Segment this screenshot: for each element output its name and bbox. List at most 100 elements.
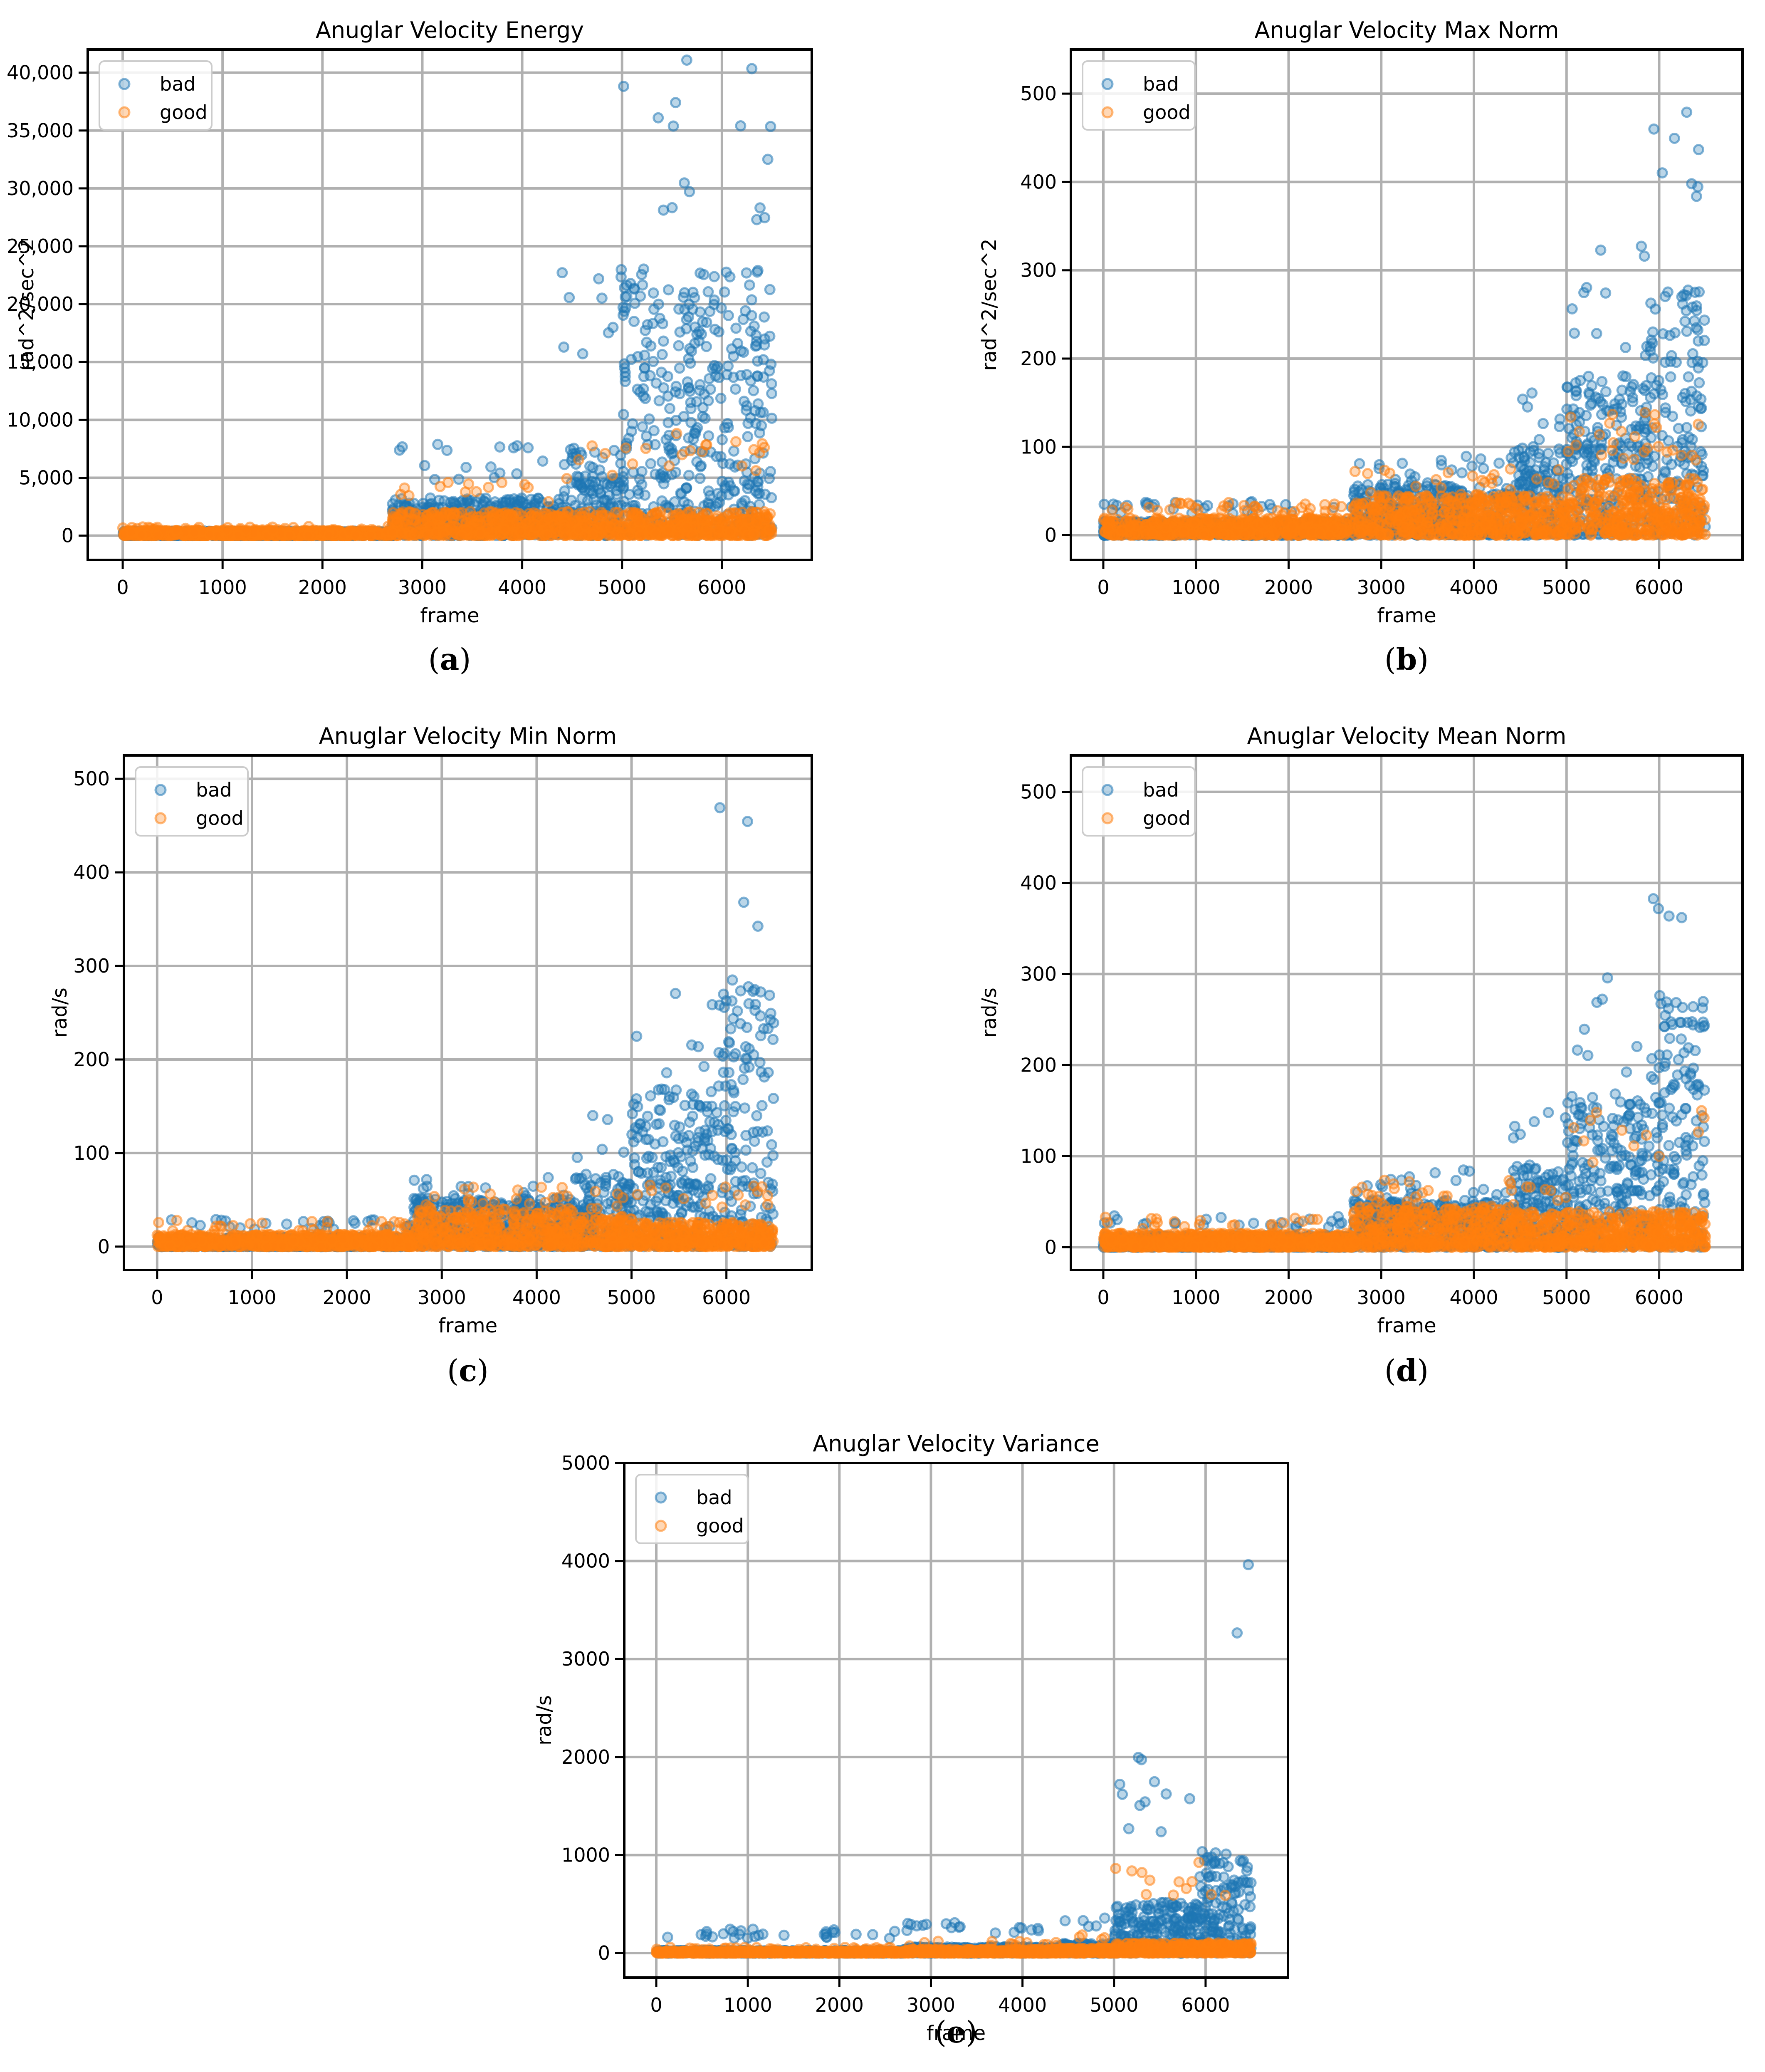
- scatter-point-bad: [736, 498, 747, 509]
- scatter-point-good: [417, 515, 429, 527]
- scatter-point-good: [662, 524, 674, 536]
- scatter-point-bad: [728, 485, 739, 497]
- scatter-point-bad: [735, 120, 747, 131]
- scatter-point-bad: [587, 471, 598, 483]
- scatter-point-bad: [660, 434, 672, 446]
- scatter-point-good: [671, 428, 682, 439]
- scatter-point-bad: [658, 335, 669, 347]
- scatter-point-bad: [639, 349, 650, 361]
- scatter-point-good: [391, 517, 403, 528]
- scatter-point-bad: [689, 292, 700, 303]
- scatter-point-bad: [680, 483, 692, 494]
- scatter-point-bad: [653, 395, 665, 406]
- scatter-point-good: [302, 530, 314, 541]
- y-tick-label: 40,000: [7, 62, 74, 84]
- scatter-point-bad: [752, 265, 764, 276]
- scatter-point-good: [563, 507, 574, 518]
- scatter-point-bad: [556, 267, 568, 279]
- scatter-point-bad: [746, 294, 757, 306]
- scatter-point-bad: [745, 325, 756, 337]
- scatter-point-bad: [685, 397, 697, 408]
- scatter-point-bad: [559, 485, 571, 497]
- scatter-point-bad: [741, 267, 752, 279]
- scatter-point-bad: [728, 350, 739, 362]
- scatter-point-bad: [678, 177, 690, 189]
- scatter-point-bad: [670, 466, 682, 478]
- scatter-point-bad: [632, 384, 643, 395]
- scatter-point-bad: [433, 495, 445, 506]
- scatter-point-bad: [508, 442, 519, 453]
- scatter-point-bad: [593, 273, 605, 285]
- scatter-point-good: [599, 448, 611, 459]
- scatter-point-bad: [628, 282, 640, 294]
- scatter-point-bad: [680, 323, 692, 334]
- scatter-point-good: [387, 527, 398, 538]
- scatter-point-bad: [419, 460, 430, 471]
- scatter-point-bad: [695, 306, 706, 318]
- scatter-point-good: [522, 482, 534, 493]
- legend-marker-bad: [118, 78, 131, 90]
- scatter-point-good: [434, 480, 446, 492]
- scatter-point-bad: [648, 287, 659, 299]
- scatter-point-good: [713, 524, 724, 535]
- scatter-point-bad: [636, 269, 648, 280]
- scatter-point-good: [764, 524, 775, 536]
- scatter-point-good: [724, 507, 736, 519]
- scatter-point-bad: [759, 311, 770, 323]
- scatter-point-bad: [749, 405, 761, 416]
- scatter-point-bad: [683, 311, 695, 323]
- scatter-point-bad: [648, 303, 660, 315]
- subfigure-caption: (a): [428, 641, 471, 677]
- x-tick-label: 3000: [398, 576, 447, 599]
- y-tick-label: 0: [62, 525, 74, 547]
- scatter-point-bad: [742, 431, 754, 443]
- scatter-point-bad: [453, 473, 465, 485]
- scatter-point-good: [483, 481, 494, 493]
- scatter-point-bad: [643, 413, 655, 425]
- scatter-point-good: [240, 525, 252, 537]
- scatter-point-good: [323, 530, 335, 541]
- scatter-point-bad: [1409, 471, 1421, 483]
- scatter-point-bad: [559, 459, 570, 470]
- scatter-point-good: [151, 530, 163, 541]
- scatter-point-good: [457, 515, 468, 527]
- scatter-point-good: [748, 528, 759, 540]
- scatter-point-bad: [750, 340, 761, 352]
- scatter-point-bad: [607, 322, 619, 333]
- scatter-point-good: [750, 465, 762, 477]
- scatter-point-good: [742, 514, 754, 526]
- chart-a: 0 1000 2000 3000 4000 5000 600005,00010,00015,…: [7, 17, 813, 677]
- scatter-point-bad: [678, 411, 690, 422]
- scatter-point-good: [221, 525, 232, 536]
- y-tick-label: 5,000: [19, 466, 74, 489]
- scatter-point-bad: [648, 356, 659, 367]
- scatter-point-good: [573, 454, 585, 465]
- scatter-point-good: [618, 522, 630, 534]
- scatter-point-good: [204, 529, 216, 540]
- scatter-point-good: [471, 486, 482, 498]
- scatter-point-bad: [587, 488, 599, 499]
- scatter-point-bad: [766, 378, 777, 390]
- scatter-point-bad: [615, 271, 627, 283]
- caption-letter: a: [440, 641, 460, 677]
- scatter-point-good: [736, 460, 748, 472]
- scatter-point-good: [687, 529, 699, 541]
- scatter-point-bad: [628, 316, 640, 327]
- scatter-point-bad: [752, 355, 764, 367]
- scatter-point-bad: [667, 120, 679, 132]
- scatter-point-bad: [558, 341, 570, 353]
- scatter-point-bad: [765, 121, 776, 132]
- scatter-point-bad: [617, 309, 629, 321]
- scatter-point-good: [530, 522, 541, 533]
- scatter-point-good: [620, 442, 632, 454]
- scatter-point-bad: [650, 468, 661, 480]
- scatter-point-bad: [735, 370, 747, 381]
- scatter-point-bad: [694, 473, 706, 484]
- scatter-point-good: [403, 506, 415, 517]
- scatter-point-bad: [765, 466, 776, 478]
- scatter-point-bad: [576, 482, 588, 493]
- y-tick-label: 10,000: [7, 408, 74, 431]
- scatter-point-bad: [511, 468, 523, 480]
- legend-label-good: good: [160, 101, 208, 124]
